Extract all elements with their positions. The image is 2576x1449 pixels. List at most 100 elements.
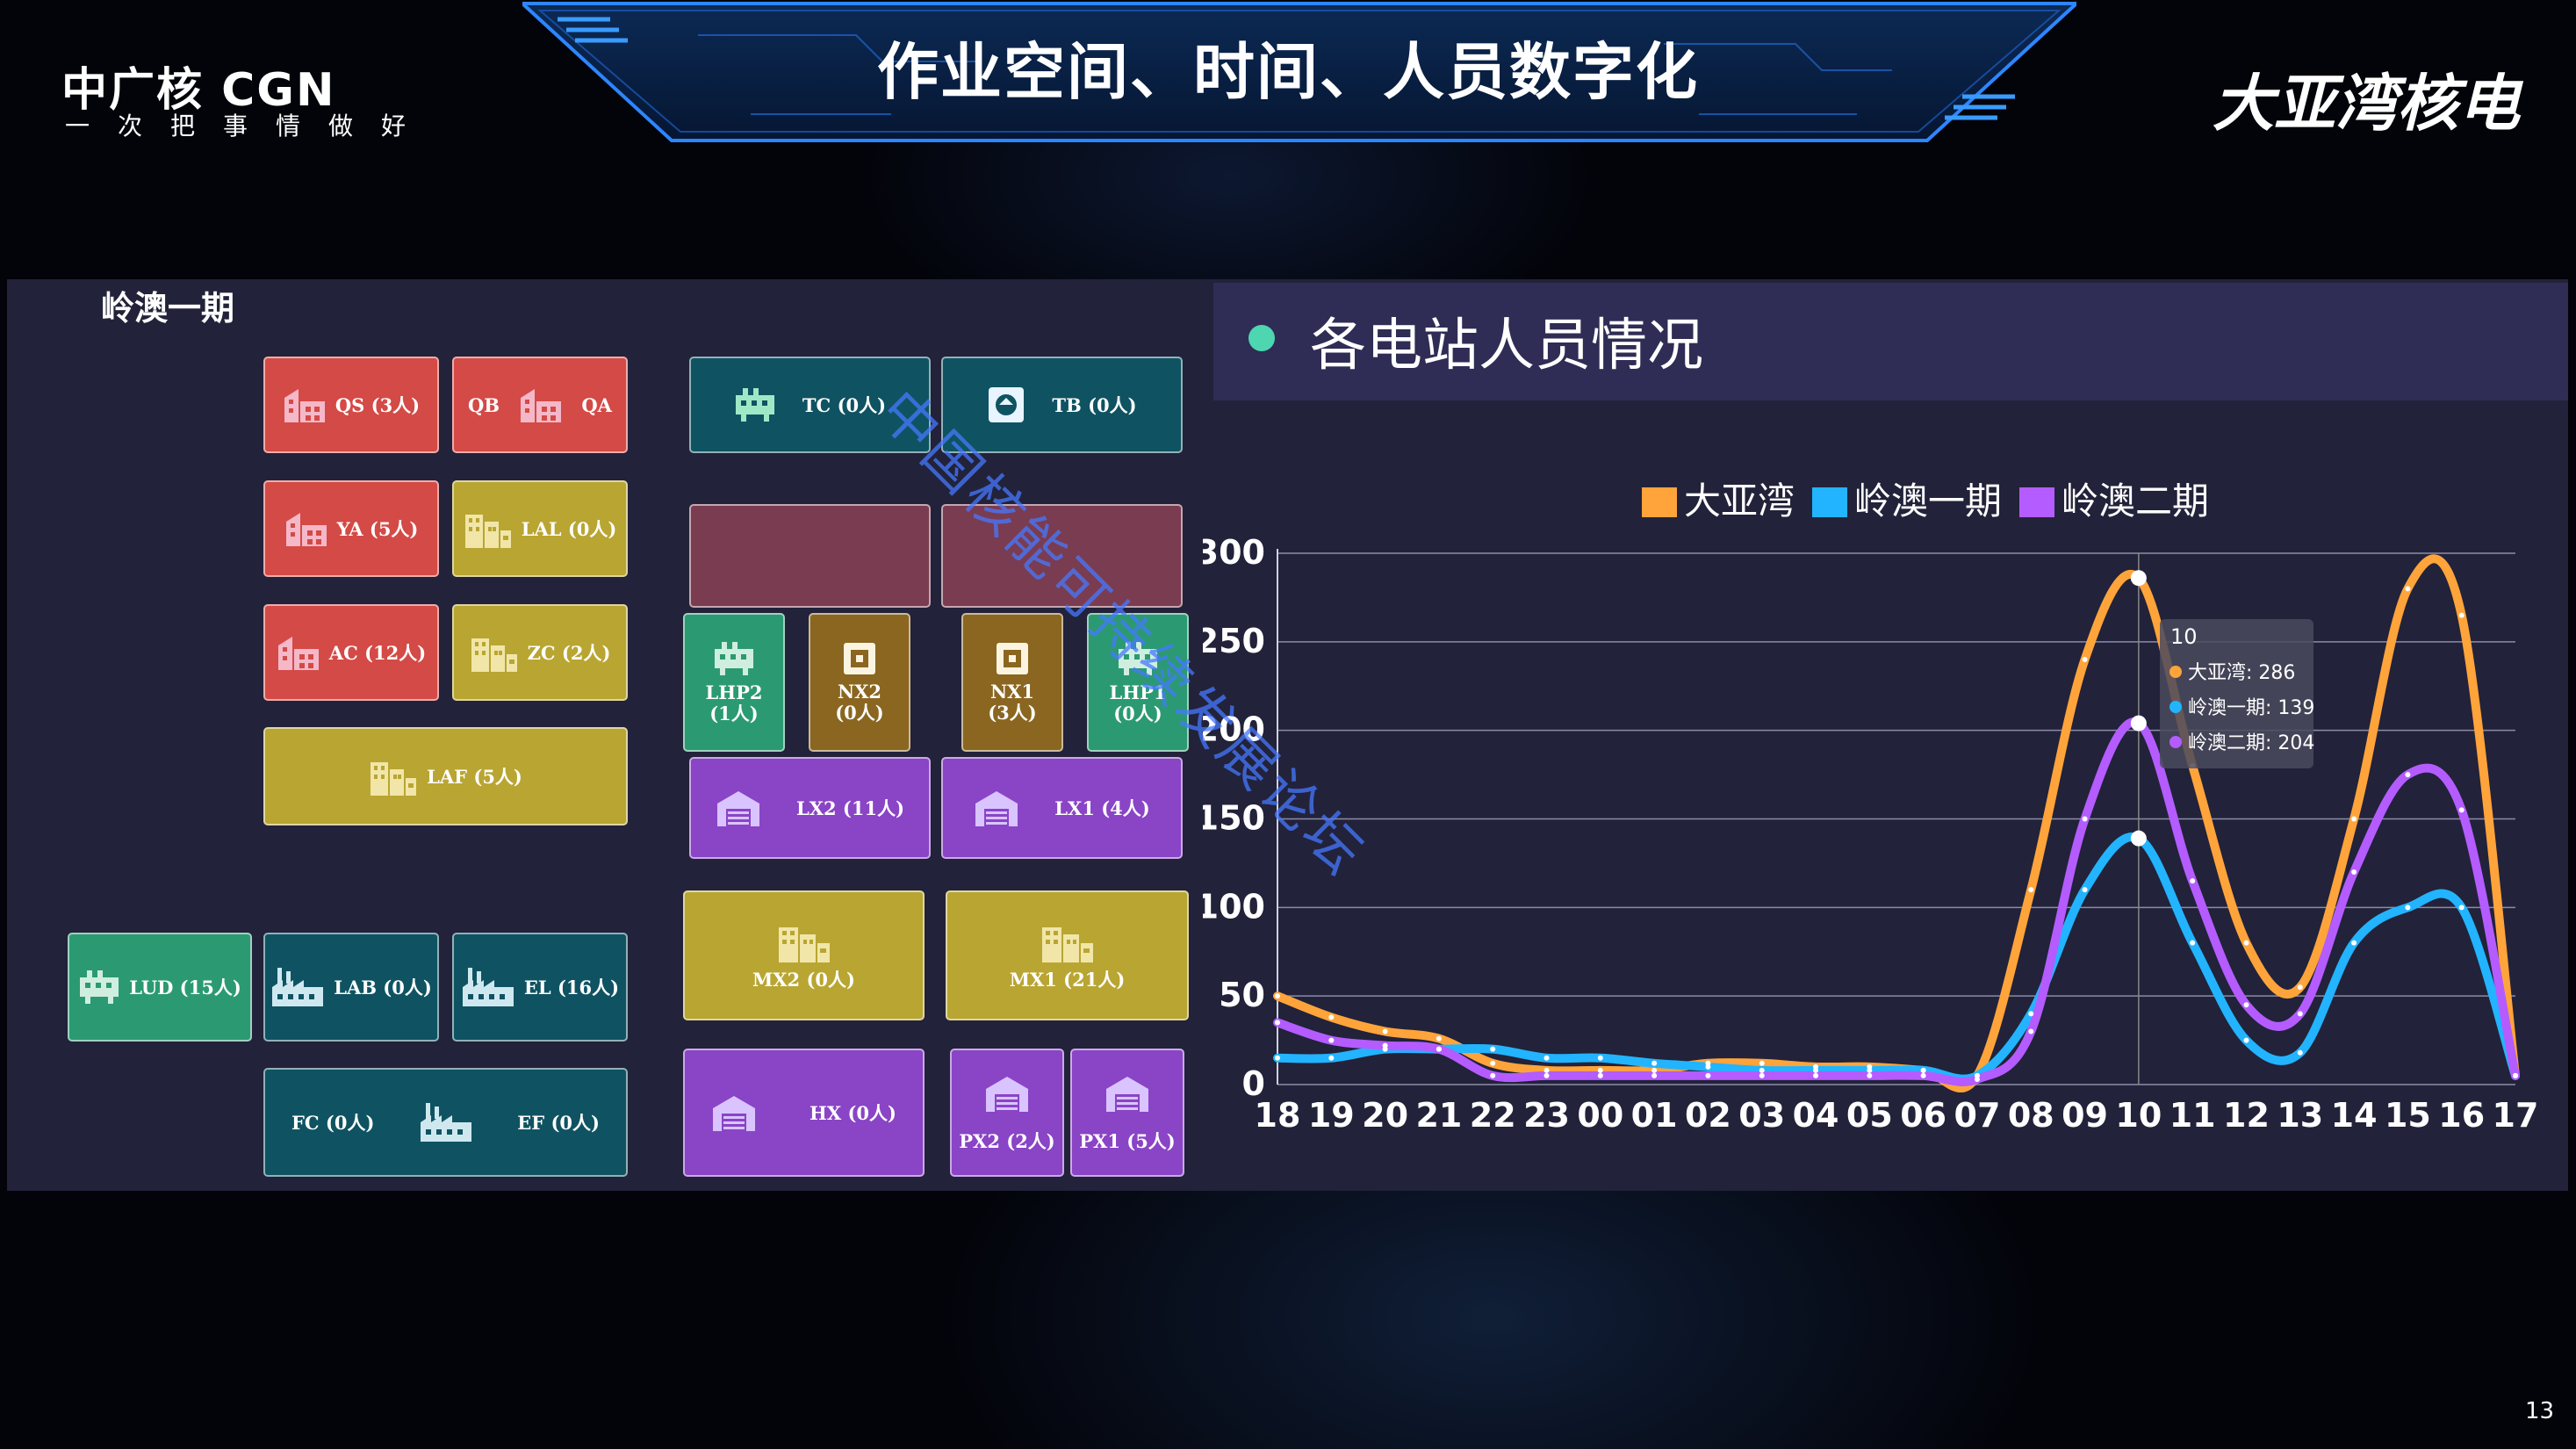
data-point	[2130, 830, 2147, 847]
x-tick-label: 22	[1470, 1096, 1516, 1135]
x-tick-label: 08	[2008, 1096, 2054, 1135]
data-point	[2243, 940, 2249, 946]
tile-nx2[interactable]: NX2 (0人)	[809, 613, 910, 752]
building-icon	[283, 386, 327, 424]
tooltip-row: 大亚湾: 286	[2188, 662, 2295, 684]
tile-hx[interactable]: HX (0人)	[683, 1049, 925, 1177]
tile-label: LAF (5人)	[427, 766, 522, 788]
x-tick-label: 20	[1362, 1096, 1408, 1135]
data-point	[1920, 1067, 1926, 1073]
data-point	[1543, 1067, 1550, 1073]
data-point	[2405, 905, 2411, 911]
x-tick-label: 15	[2385, 1096, 2431, 1135]
y-tick-label: 150	[1203, 799, 1265, 838]
tile-label: QB	[468, 393, 500, 416]
data-point	[2458, 612, 2464, 618]
x-tick-label: 04	[1793, 1096, 1839, 1135]
tile-label: QA	[581, 393, 612, 416]
tile-count: (0人)	[1113, 703, 1162, 724]
data-point	[1275, 1020, 1280, 1026]
tile-lal[interactable]: LAL (0人)	[452, 480, 628, 577]
tile-nx1[interactable]: NX1 (3人)	[961, 613, 1063, 752]
x-tick-label: 19	[1308, 1096, 1355, 1135]
tooltip-row: 岭澳一期: 139	[2188, 697, 2314, 719]
data-point	[2458, 905, 2464, 911]
data-point	[1813, 1072, 1819, 1078]
tile-ac[interactable]: AC (12人)	[263, 604, 439, 701]
x-tick-label: 16	[2438, 1096, 2485, 1135]
data-point	[1867, 1067, 1873, 1073]
tile-laf[interactable]: LAF (5人)	[263, 727, 628, 825]
data-point	[1382, 1042, 1388, 1049]
tile-mx2[interactable]: MX2 (0人)	[683, 890, 925, 1020]
tank-icon	[842, 641, 877, 676]
data-point	[1275, 993, 1280, 999]
data-point	[1490, 1072, 1496, 1078]
data-point	[2082, 657, 2088, 662]
factory-icon	[419, 1101, 473, 1143]
tile-ya[interactable]: YA (5人)	[263, 480, 439, 577]
tile-lx2[interactable]: LX2 (11人)	[689, 757, 931, 859]
tile-label: LUD (15人)	[129, 977, 241, 998]
tile-lud[interactable]: LUD (15人)	[68, 933, 252, 1042]
data-point	[2351, 816, 2357, 822]
data-point	[2513, 1072, 2518, 1078]
factory-icon	[461, 966, 515, 1008]
office-building-icon	[777, 920, 831, 964]
x-tick-label: 06	[1900, 1096, 1946, 1135]
tile-name: LHP1	[1109, 681, 1167, 703]
tile-mx1[interactable]: MX1 (21人)	[946, 890, 1189, 1020]
tile-el[interactable]: EL (16人)	[452, 933, 628, 1042]
data-point	[2190, 940, 2196, 946]
tile-label: AC (12人)	[328, 642, 427, 664]
x-tick-label: 23	[1523, 1096, 1570, 1135]
x-tick-label: 17	[2493, 1096, 2539, 1135]
data-point	[2297, 1049, 2303, 1056]
tile-tc[interactable]: TC (0人)	[689, 357, 931, 453]
x-tick-label: 18	[1255, 1096, 1301, 1135]
factory-icon	[270, 966, 325, 1008]
data-point	[1436, 1046, 1442, 1052]
title-banner	[522, 2, 2076, 142]
tooltip-dot	[2169, 701, 2182, 713]
data-point	[2458, 807, 2464, 813]
tile-lx1[interactable]: LX1 (4人)	[941, 757, 1183, 859]
tile-label: TC (0人)	[802, 394, 887, 416]
x-tick-label: 05	[1846, 1096, 1893, 1135]
cgn-logo: 中广核 CGN 一次把事情做好	[61, 53, 430, 149]
tile-label: ZC (2人)	[527, 642, 611, 664]
data-point	[2130, 570, 2147, 587]
data-point	[2028, 887, 2034, 893]
cgn-logo-brand: 中广核 CGN	[61, 64, 336, 117]
data-point	[1705, 1063, 1711, 1070]
tile-label: MX1 (21人)	[1009, 969, 1126, 991]
data-point	[1543, 1055, 1550, 1061]
data-point	[2351, 940, 2357, 946]
tile-lhp1[interactable]: LHP1 (0人)	[1087, 613, 1189, 752]
tile-px2[interactable]: PX2 (2人)	[950, 1049, 1064, 1177]
map-title: 岭澳一期	[101, 288, 235, 328]
tile-label: LX1 (4人)	[1054, 797, 1150, 819]
tile-qb-qa[interactable]: QB QA	[452, 357, 628, 453]
x-tick-label: 03	[1738, 1096, 1785, 1135]
data-point	[2028, 1028, 2034, 1034]
tile-fc-ef[interactable]: FC (0人) EF (0人)	[263, 1068, 628, 1177]
data-point	[1328, 1055, 1335, 1061]
tile-tb[interactable]: TB (0人)	[941, 357, 1183, 453]
office-building-icon	[369, 755, 418, 797]
building-icon	[277, 633, 320, 672]
tile-label: LAL (0人)	[521, 518, 617, 540]
tile-qs[interactable]: QS (3人)	[263, 357, 439, 453]
y-tick-label: 250	[1203, 622, 1265, 660]
legend-swatch-1	[1812, 487, 1847, 517]
data-point	[2297, 984, 2303, 991]
tile-label: PX1 (5人)	[1079, 1130, 1176, 1152]
tile-lhp2[interactable]: LHP2 (1人)	[683, 613, 785, 752]
tile-px1[interactable]: PX1 (5人)	[1070, 1049, 1184, 1177]
equipment-icon	[734, 386, 776, 423]
tile-zc[interactable]: ZC (2人)	[452, 604, 628, 701]
tile-lab[interactable]: LAB (0人)	[263, 933, 439, 1042]
x-tick-label: 00	[1577, 1096, 1623, 1135]
tooltip-dot	[2169, 736, 2182, 748]
